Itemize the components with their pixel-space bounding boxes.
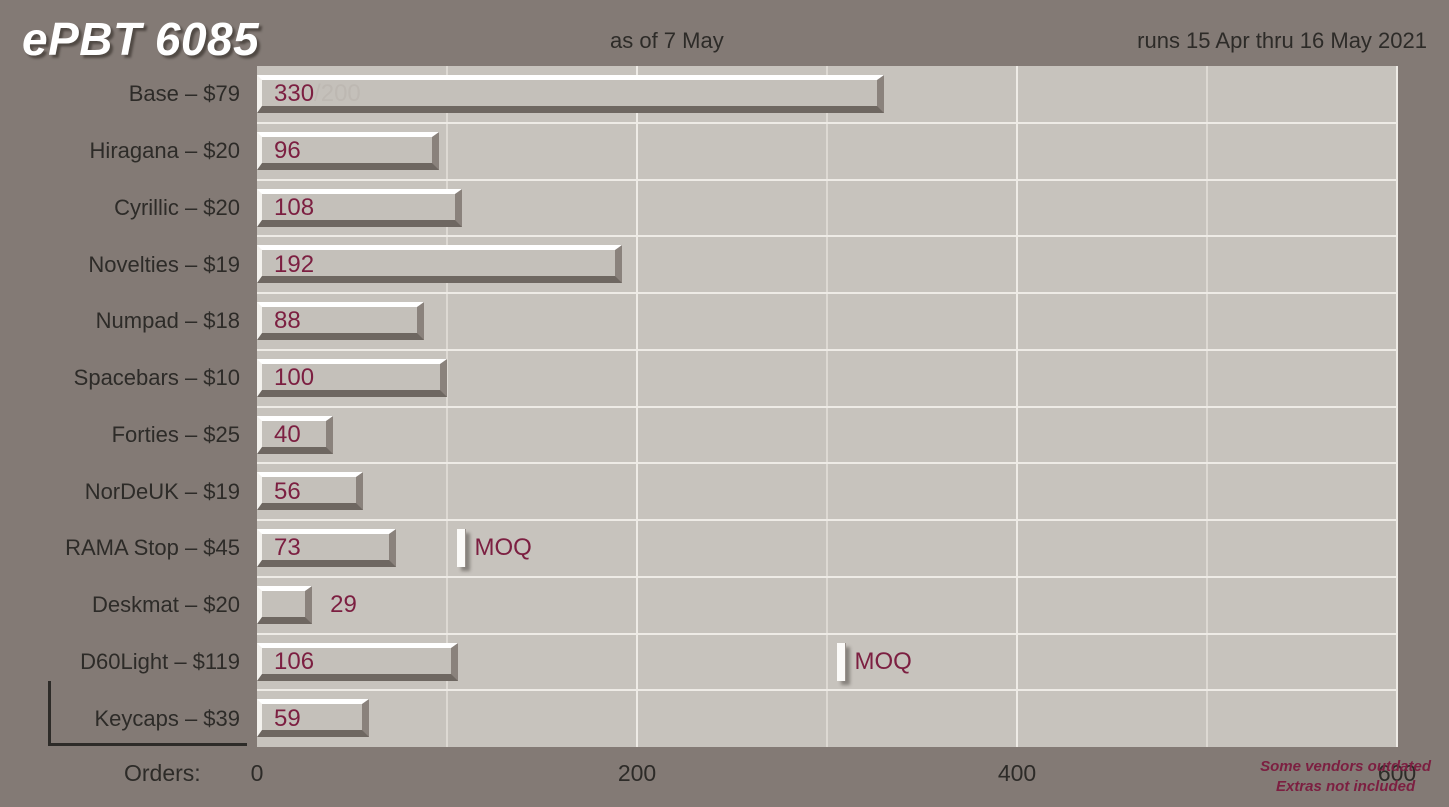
gridline-horizontal	[257, 405, 1397, 408]
gridline-vertical	[1396, 66, 1398, 747]
as-of-date: as of 7 May	[610, 28, 724, 53]
bar[interactable]	[257, 472, 364, 511]
bar[interactable]	[257, 188, 463, 227]
moq-marker-label: MOQ	[854, 647, 912, 675]
bar[interactable]	[257, 302, 425, 340]
gridline-horizontal	[257, 462, 1397, 465]
bar-fill	[257, 188, 463, 227]
footnote: Some vendors outdated Extras not include…	[1260, 757, 1431, 798]
gridline-horizontal	[257, 689, 1397, 692]
bar-fill	[257, 585, 313, 624]
bar[interactable]	[257, 415, 333, 454]
y-axis-label-4: Numpad – $18	[95, 308, 240, 334]
chart-row: 108	[257, 180, 1397, 237]
bar[interactable]	[257, 699, 370, 738]
gridline-horizontal	[257, 348, 1397, 351]
gridline-horizontal	[257, 235, 1397, 238]
gridline-horizontal	[257, 178, 1397, 181]
chart-row: 192	[257, 236, 1397, 293]
x-axis-tick-0: 0	[250, 760, 264, 786]
y-axis-label-5: Spacebars – $10	[73, 365, 240, 391]
x-axis-tick-400: 400	[997, 760, 1037, 786]
page-title: ePBT 6085	[22, 13, 260, 65]
moq-marker-bar	[836, 642, 846, 681]
chart-row: 29	[257, 577, 1397, 634]
bar[interactable]	[257, 245, 622, 284]
chart-row: 59	[257, 690, 1397, 747]
chart-row: 73	[257, 520, 1397, 577]
bar[interactable]	[257, 131, 440, 170]
gridline-horizontal	[257, 121, 1397, 124]
x-axis-tick-200: 200	[617, 760, 657, 786]
y-axis-label-9: Deskmat – $20	[92, 592, 240, 618]
run-dates: runs 15 Apr thru 16 May 2021	[1137, 28, 1427, 53]
bar[interactable]	[257, 358, 447, 397]
gridline-horizontal	[257, 575, 1397, 578]
y-axis-label-11: Keycaps – $39	[94, 705, 240, 731]
chart-row: 88	[257, 293, 1397, 350]
gridline-horizontal	[257, 292, 1397, 294]
gridline-horizontal	[257, 519, 1397, 521]
gridline-horizontal	[257, 632, 1397, 635]
chart-row: 100	[257, 350, 1397, 407]
bar-fill	[257, 642, 459, 681]
bar[interactable]	[257, 75, 884, 113]
bar-fill	[257, 245, 622, 284]
bar-fill	[257, 415, 333, 454]
x-axis-title: Orders:	[124, 760, 201, 786]
y-axis-label-0: Base – $79	[128, 81, 240, 107]
bar-fill	[257, 472, 364, 511]
chart-row: 56	[257, 463, 1397, 520]
bar[interactable]	[257, 529, 396, 567]
y-axis-label-10: D60Light – $119	[80, 648, 240, 674]
chart-plot-area: 330/200 96 108 192 88 100 40 56 73 29 106 59 MOQ MOQ	[257, 66, 1398, 747]
bar-fill	[257, 529, 396, 567]
bar-fill	[257, 699, 370, 738]
y-axis-label-2: Cyrillic – $20	[114, 194, 240, 220]
bar-fill	[257, 131, 440, 170]
keycaps-group-bracket	[48, 681, 247, 746]
chart-row: 40	[257, 407, 1397, 464]
bar[interactable]	[257, 642, 459, 681]
bar-value-number: 29	[330, 591, 357, 619]
moq-marker-bar	[456, 529, 466, 567]
x-axis-tick-600: 600	[1377, 760, 1417, 786]
footnote-line-2: Extras not included	[1275, 777, 1416, 795]
bar[interactable]	[257, 585, 313, 624]
bar-fill	[257, 358, 447, 397]
y-axis-label-3: Novelties – $19	[88, 251, 240, 277]
footnote-line-1: Some vendors outdated	[1260, 757, 1431, 775]
y-axis-label-7: NorDeUK – $19	[84, 478, 240, 504]
y-axis-label-6: Forties – $25	[111, 421, 240, 447]
y-axis-label-8: RAMA Stop – $45	[65, 535, 240, 561]
chart-row: 106	[257, 634, 1397, 691]
bar-value-label: 29	[330, 591, 357, 619]
y-axis-label-1: Hiragana – $20	[89, 138, 240, 164]
bar-fill	[257, 302, 425, 340]
chart-row: 330/200	[257, 66, 1397, 123]
chart-row: 96	[257, 123, 1397, 180]
bar-fill	[257, 75, 884, 113]
chart-header: ePBT 6085 as of 7 May runs 15 Apr thru 1…	[0, 0, 1449, 66]
moq-marker-label: MOQ	[474, 534, 532, 561]
